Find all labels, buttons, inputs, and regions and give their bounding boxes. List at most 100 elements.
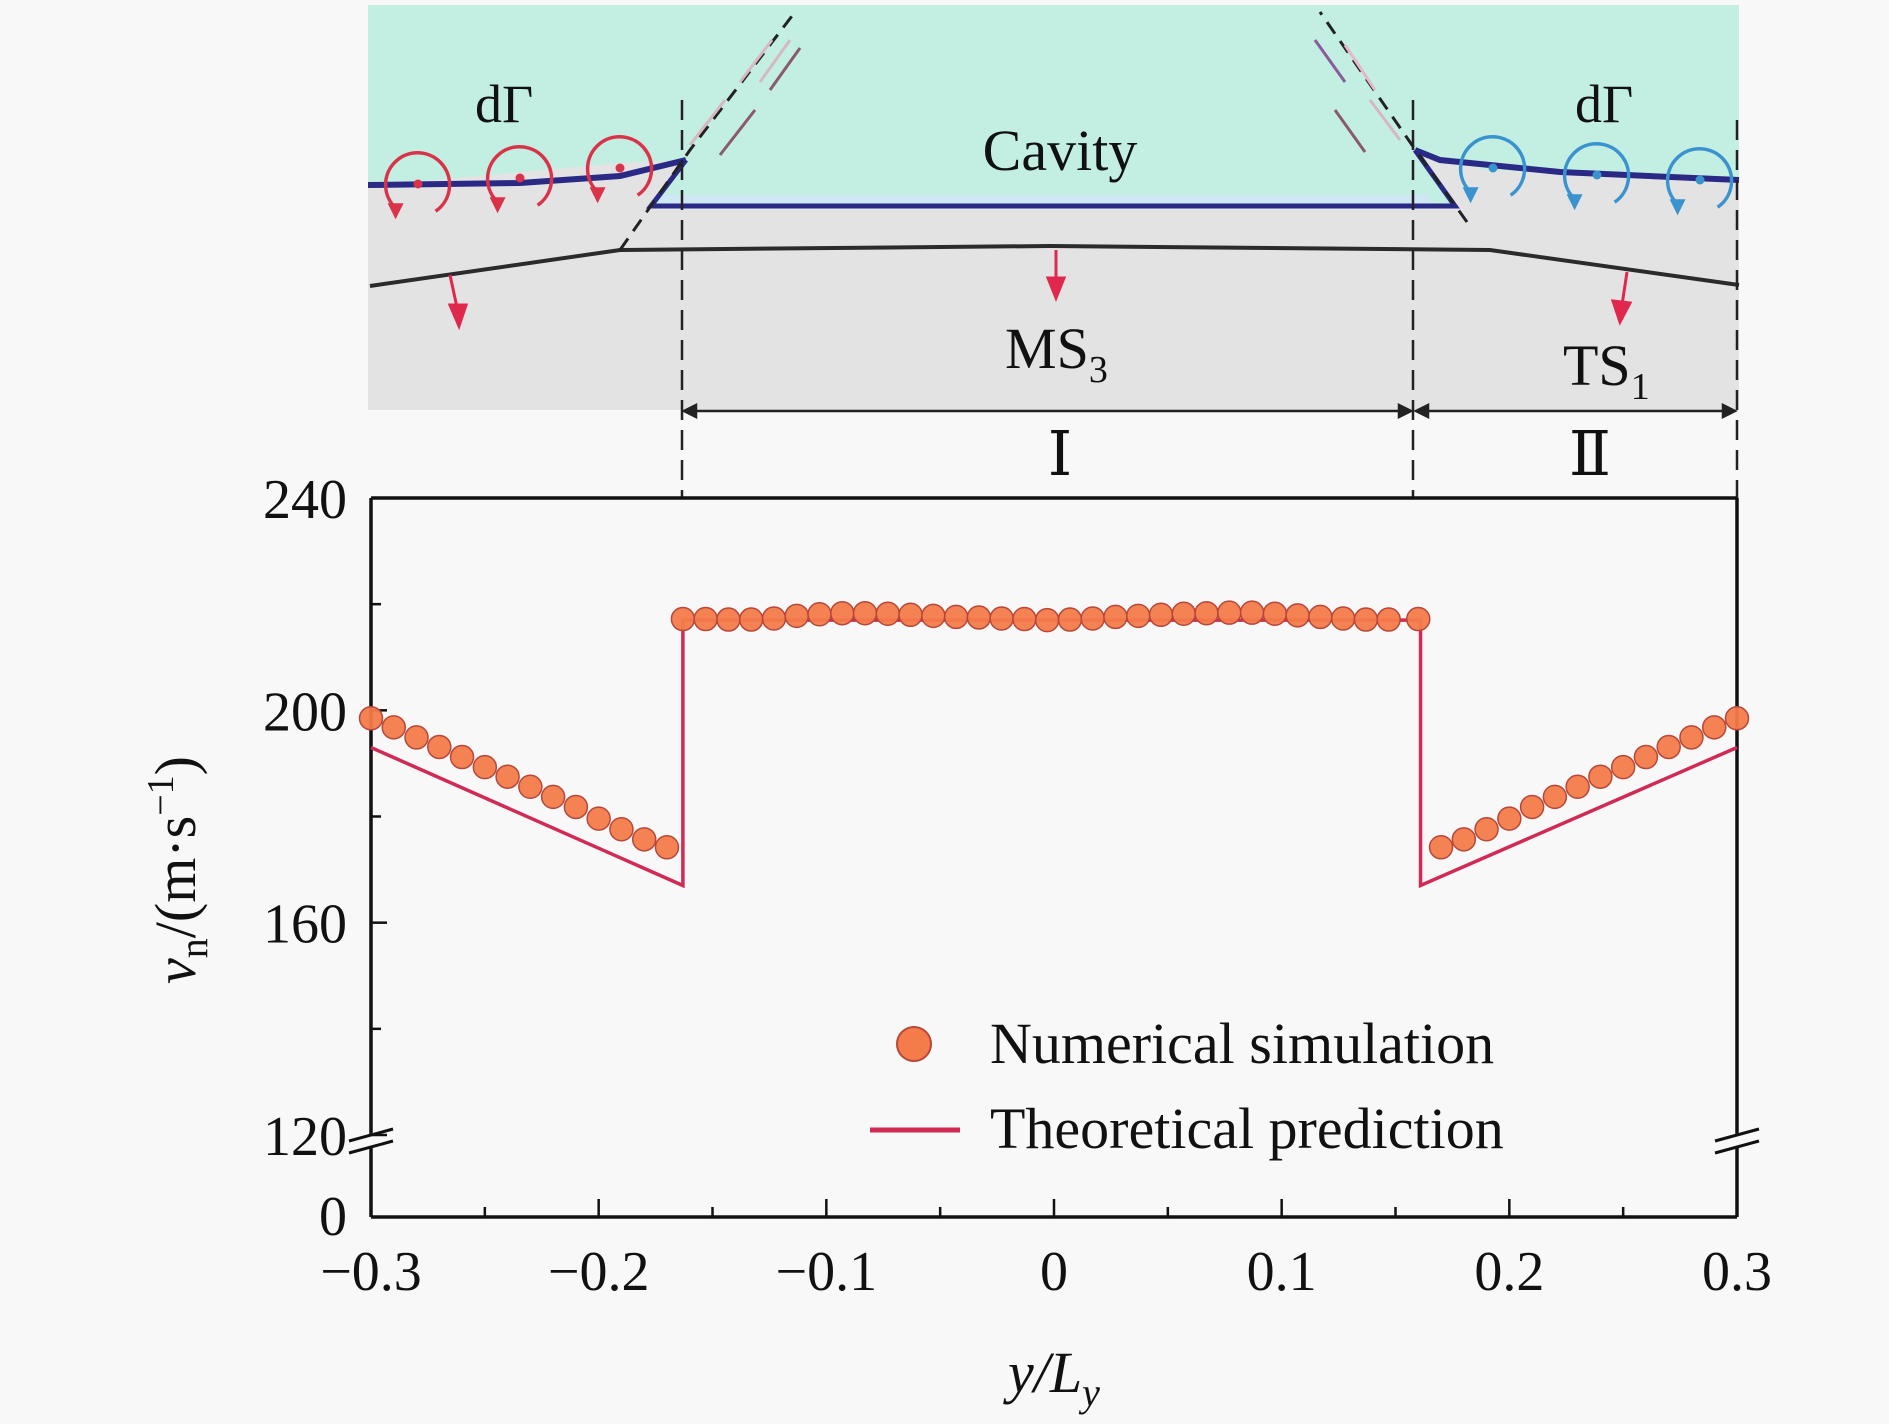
normal-velocity-arrows	[447, 250, 1633, 331]
vortex-icon-center	[1592, 170, 1602, 180]
data-point	[1125, 603, 1151, 629]
data-point	[1376, 607, 1401, 632]
data-point	[1034, 607, 1060, 633]
y-tick-label: 120	[263, 1106, 347, 1168]
data-point	[381, 715, 407, 740]
data-point	[875, 601, 901, 626]
vortices-left	[383, 135, 654, 220]
x-tick-label: 0.3	[1702, 1241, 1772, 1303]
vortex-icon-center	[413, 179, 423, 189]
axis-break-mark	[348, 1139, 394, 1155]
vortex-icon	[1562, 142, 1631, 204]
trans-shock-label: TS1	[1563, 333, 1650, 408]
data-point	[609, 816, 634, 842]
data-point	[966, 605, 992, 630]
vortices-right	[1458, 135, 1734, 216]
theory-line	[370, 618, 1738, 889]
cavity-region	[368, 5, 1739, 206]
x-tick-label: −0.1	[776, 1241, 878, 1303]
data-point	[1724, 706, 1750, 731]
x-tick-label: −0.3	[320, 1241, 422, 1303]
chart: −0.3 −0.2 −0.1 0 0.1 0.2 0.3 120 160 200 240 0 Nume…	[140, 469, 1772, 1415]
region-spans	[681, 402, 1738, 420]
data-point	[1451, 827, 1477, 852]
axis-break-mark	[1714, 1127, 1760, 1143]
data-point	[427, 734, 452, 760]
data-point	[738, 607, 764, 632]
vortex-icon	[1665, 147, 1734, 209]
legend-label-simulation: Numerical simulation	[990, 1011, 1494, 1076]
data-point	[358, 706, 384, 731]
y-axis-label: vn/(m·s−1)	[140, 756, 216, 984]
data-point	[852, 600, 878, 626]
incoming-arrows-right	[1313, 39, 1402, 153]
data-point	[670, 606, 696, 632]
data-point	[1519, 794, 1545, 820]
theory-series	[370, 618, 1738, 889]
data-point	[472, 754, 498, 780]
data-point	[495, 764, 520, 789]
data-point	[1656, 734, 1681, 760]
data-point	[1497, 806, 1522, 831]
data-point	[1353, 607, 1379, 632]
data-point	[449, 744, 475, 770]
data-point	[943, 604, 969, 630]
data-point	[540, 784, 566, 810]
data-point	[1679, 725, 1704, 750]
vortex-icon-arrowhead	[1462, 187, 1479, 204]
legend: Numerical simulation Theoretical predict…	[870, 1011, 1504, 1161]
data-point	[1565, 774, 1590, 800]
data-point	[1701, 715, 1727, 740]
x-tick-label: 0.2	[1474, 1241, 1544, 1303]
vortex-icon	[1458, 135, 1527, 197]
data-point	[1330, 606, 1356, 631]
region-dividers	[680, 100, 1739, 498]
data-point	[1057, 607, 1083, 632]
legend-marker-simulation	[896, 1026, 932, 1062]
region-2-label: Ⅱ	[1569, 421, 1611, 489]
vortex-icon-center	[515, 173, 525, 183]
data-point	[1217, 600, 1242, 625]
schematic: Cavity dΓ dΓ MS3 TS1	[367, 5, 1740, 410]
x-tick-label: 0	[1040, 1241, 1068, 1303]
vortex-icon-arrowhead	[489, 197, 506, 214]
mid-shock-label: MS3	[1005, 316, 1108, 391]
data-point	[1406, 606, 1431, 632]
data-point	[1239, 600, 1265, 625]
y-tick-label-zero: 0	[319, 1186, 347, 1248]
ticks: −0.3 −0.2 −0.1 0 0.1 0.2 0.3 120 160 200 240 0	[263, 469, 1772, 1303]
region-1-label: Ⅰ	[1048, 421, 1073, 489]
vortex-icon-arrowhead	[1669, 199, 1686, 216]
vortex-icon	[485, 145, 554, 207]
data-point	[1171, 601, 1197, 626]
data-point	[1474, 816, 1499, 842]
shock-front	[369, 243, 1740, 288]
data-point	[1148, 602, 1174, 628]
data-point	[563, 794, 589, 820]
y-tick-label: 160	[263, 894, 347, 956]
vortex-icon-center	[1695, 175, 1705, 185]
data-point	[693, 606, 718, 632]
data-point	[1080, 606, 1105, 631]
simulation-series	[358, 600, 1750, 860]
data-point	[586, 806, 611, 831]
vortex-icon-arrowhead	[589, 187, 606, 204]
data-point	[1012, 606, 1037, 632]
data-point	[784, 603, 809, 629]
x-tick-label: −0.2	[548, 1241, 650, 1303]
vortex-icon-center	[1488, 163, 1498, 173]
data-point	[807, 602, 832, 627]
vortex-icon-arrowhead	[387, 203, 404, 220]
data-point	[1428, 835, 1454, 860]
data-point	[830, 600, 855, 626]
data-point	[1633, 744, 1659, 770]
data-point	[1610, 754, 1636, 780]
circulation-label-left: dΓ	[475, 74, 533, 134]
data-point	[1262, 601, 1288, 626]
data-point	[716, 607, 741, 632]
vortex-icon	[585, 135, 654, 197]
vortex-icon-arrowhead	[1566, 194, 1583, 211]
data-point	[898, 602, 923, 628]
axis-break-mark	[1714, 1139, 1760, 1155]
